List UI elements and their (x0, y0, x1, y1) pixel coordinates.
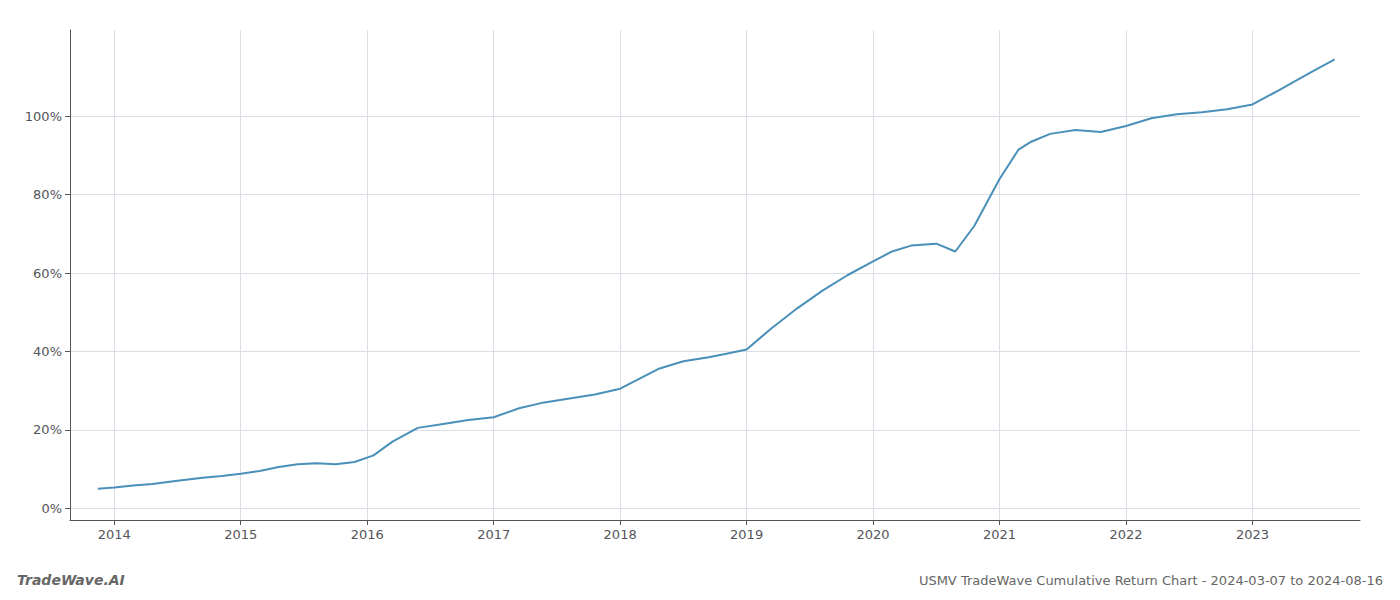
svg-text:40%: 40% (33, 344, 62, 359)
svg-text:2021: 2021 (983, 527, 1016, 542)
svg-text:20%: 20% (33, 422, 62, 437)
svg-text:TradeWave.AI: TradeWave.AI (17, 572, 125, 588)
svg-text:2015: 2015 (224, 527, 257, 542)
svg-text:80%: 80% (33, 187, 62, 202)
svg-text:USMV TradeWave Cumulative Retu: USMV TradeWave Cumulative Return Chart -… (919, 573, 1383, 588)
svg-text:2017: 2017 (477, 527, 510, 542)
svg-text:60%: 60% (33, 266, 62, 281)
svg-text:100%: 100% (25, 109, 62, 124)
svg-text:2022: 2022 (1109, 527, 1142, 542)
svg-text:2019: 2019 (730, 527, 763, 542)
svg-text:2016: 2016 (351, 527, 384, 542)
svg-text:2020: 2020 (857, 527, 890, 542)
svg-text:2018: 2018 (604, 527, 637, 542)
svg-text:0%: 0% (41, 501, 62, 516)
svg-text:2014: 2014 (98, 527, 131, 542)
svg-text:2023: 2023 (1236, 527, 1269, 542)
